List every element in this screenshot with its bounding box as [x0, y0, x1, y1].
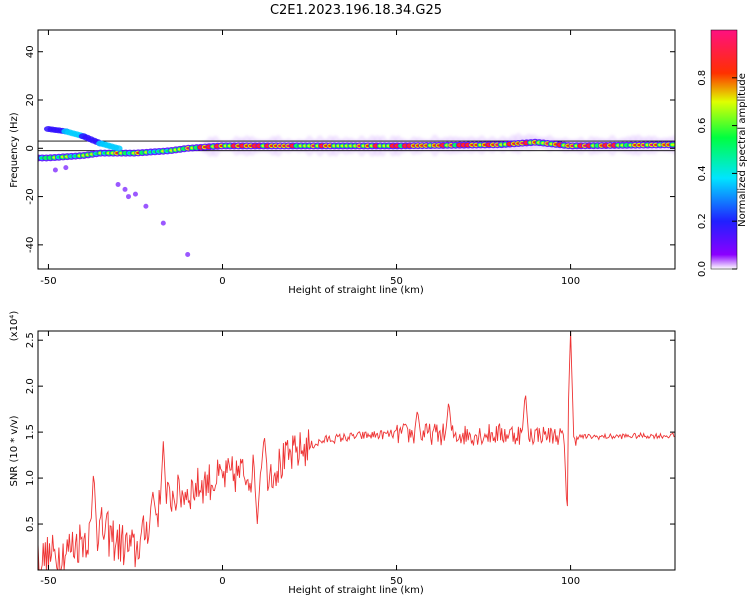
spectrogram-xlabel: Height of straight line (km) — [288, 285, 424, 296]
figure-title: C2E1.2023.196.18.34.G25 — [270, 3, 442, 18]
y-tick-label: 40 — [25, 45, 36, 58]
x-tick-label: -50 — [40, 276, 56, 287]
snr-ylabel: SNR (10 * v/v) — [9, 415, 20, 486]
scatter-point — [185, 252, 191, 258]
snr-axes-frame — [37, 330, 676, 571]
x-tick-label: 0 — [219, 576, 225, 587]
colorbar-gradient — [710, 29, 738, 270]
scatter-point — [52, 167, 58, 173]
colorbar-tick-label: 0.2 — [697, 213, 708, 229]
scatter-point — [160, 220, 166, 226]
y-tick-label: 1.0 — [25, 470, 36, 486]
x-tick-label: 100 — [561, 576, 580, 587]
x-tick-label: 50 — [390, 576, 403, 587]
ridge-core — [670, 143, 675, 146]
spectrogram-upper-branch — [43, 125, 123, 152]
snr-multiplier-label: (x10⁴) — [9, 311, 20, 342]
colorbar-tick-label: 0.8 — [697, 70, 708, 86]
colorbar-tick-label: 0.0 — [697, 261, 708, 277]
colorbar-label: Normalized spectral amplitude — [737, 73, 748, 227]
snr-panel: -50 0 50 100 0.5 1.0 1.5 2.0 2.5 Height of strai… — [9, 311, 676, 596]
snr-plot-area — [38, 331, 675, 570]
spectrogram-scatter — [52, 165, 191, 258]
spectrogram-panel: -50 0 50 100 -40 -20 0 20 40 Height of straight … — [9, 29, 676, 296]
upper-branch-blob — [113, 145, 123, 152]
y-tick-label: 2.5 — [25, 332, 36, 348]
snr-series-line — [38, 331, 675, 570]
x-tick-label: -50 — [40, 576, 56, 587]
snr-ticks: -50 0 50 100 0.5 1.0 1.5 2.0 2.5 — [25, 331, 675, 587]
spectrogram-ylabel: Frequency (Hz) — [9, 112, 20, 188]
scatter-point — [132, 191, 138, 197]
x-tick-label: 50 — [390, 276, 403, 287]
spectrogram-image — [38, 125, 675, 258]
y-tick-label: 2.0 — [25, 378, 36, 394]
colorbar-ticks: 0.0 0.2 0.4 0.6 0.8 — [697, 70, 737, 277]
y-tick-label: -20 — [25, 188, 36, 204]
spectrogram-ridge — [38, 138, 675, 162]
spectrogram-axes-frame — [37, 29, 676, 270]
snr-xlabel: Height of straight line (km) — [288, 585, 424, 596]
colorbar: 0.0 0.2 0.4 0.6 0.8 Normalized spectral ampl… — [697, 29, 748, 277]
colorbar-tick-label: 0.6 — [697, 118, 708, 134]
y-tick-label: 0.5 — [25, 516, 36, 532]
x-tick-label: 100 — [561, 276, 580, 287]
spectrogram-ticks: -50 0 50 100 -40 -20 0 20 40 — [25, 30, 675, 287]
y-tick-label: 1.5 — [25, 424, 36, 440]
x-tick-label: 0 — [219, 276, 225, 287]
scatter-point — [143, 203, 149, 209]
y-tick-label: -40 — [25, 237, 36, 253]
scatter-point — [122, 186, 128, 192]
scatter-point — [63, 165, 69, 171]
scatter-point — [115, 182, 121, 188]
y-tick-label: 0 — [25, 145, 36, 151]
y-tick-label: 20 — [25, 94, 36, 107]
colorbar-tick-label: 0.4 — [697, 165, 708, 181]
scatter-point — [126, 194, 132, 200]
